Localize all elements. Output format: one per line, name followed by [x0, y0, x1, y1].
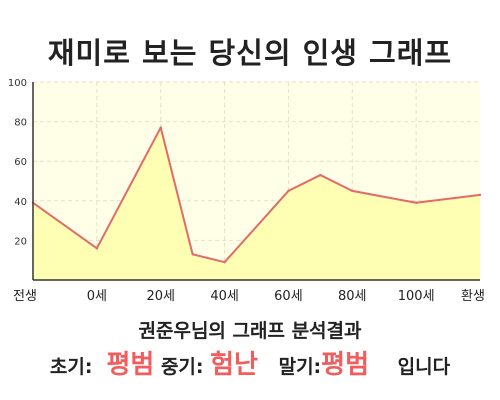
series-line-segment: [95, 126, 162, 250]
series-line-segment: [319, 174, 354, 192]
early-stage-label: 초기:: [49, 356, 93, 378]
early-stage-value: 평범: [106, 350, 155, 380]
series-line-segment: [351, 189, 418, 204]
y-tick-label: 60: [14, 157, 27, 168]
stage-results: 초기: 평범 중기: 험난 말기:평범 입니다: [0, 344, 500, 381]
series-line-segment: [223, 189, 290, 264]
x-tick-label: 100세: [398, 289, 435, 304]
late-stage-label: 말기:: [278, 356, 322, 378]
area-fill: [33, 127, 480, 280]
x-tick-label: 80세: [338, 289, 367, 304]
data-point: [351, 189, 354, 193]
x-tick-label: 60세: [274, 289, 303, 304]
late-stage-value: 평범: [321, 350, 369, 380]
series-line-segment: [159, 126, 194, 256]
middle-stage-value: 험난: [210, 350, 258, 380]
middle-stage-label: 중기:: [160, 356, 204, 378]
series-line-segment: [287, 174, 322, 192]
y-tick-label: 40: [14, 197, 27, 208]
series-line-segment: [191, 253, 226, 264]
series-line-segment: [415, 193, 481, 204]
data-point: [223, 260, 226, 264]
series-line-segment: [32, 201, 98, 250]
life-graph-chart: 20 40 60 80 100 전생 0세 20세 40세 60세 80세 100세 환생: [8, 78, 485, 304]
y-tick-label: 80: [14, 118, 27, 129]
analysis-summary: 권준우님의 그래프 분석결과: [138, 320, 362, 342]
stage-suffix: 입니다: [397, 356, 451, 378]
data-point: [287, 189, 290, 193]
data-point: [414, 201, 418, 204]
data-point: [95, 247, 99, 250]
x-tick-label: 전생: [13, 289, 37, 304]
data-point: [191, 253, 194, 256]
y-tick-label: 20: [14, 236, 27, 247]
data-point: [159, 126, 162, 129]
page-title: 재미로 보는 당신의 인생 그래프: [47, 36, 453, 70]
x-tick-label: 환생: [461, 289, 485, 304]
y-tick-label: 100: [8, 78, 27, 89]
x-tick-label: 0세: [87, 289, 107, 304]
x-tick-label: 20세: [146, 289, 175, 304]
data-point: [319, 173, 322, 177]
data-point: [478, 193, 482, 197]
x-tick-label: 40세: [210, 289, 239, 304]
